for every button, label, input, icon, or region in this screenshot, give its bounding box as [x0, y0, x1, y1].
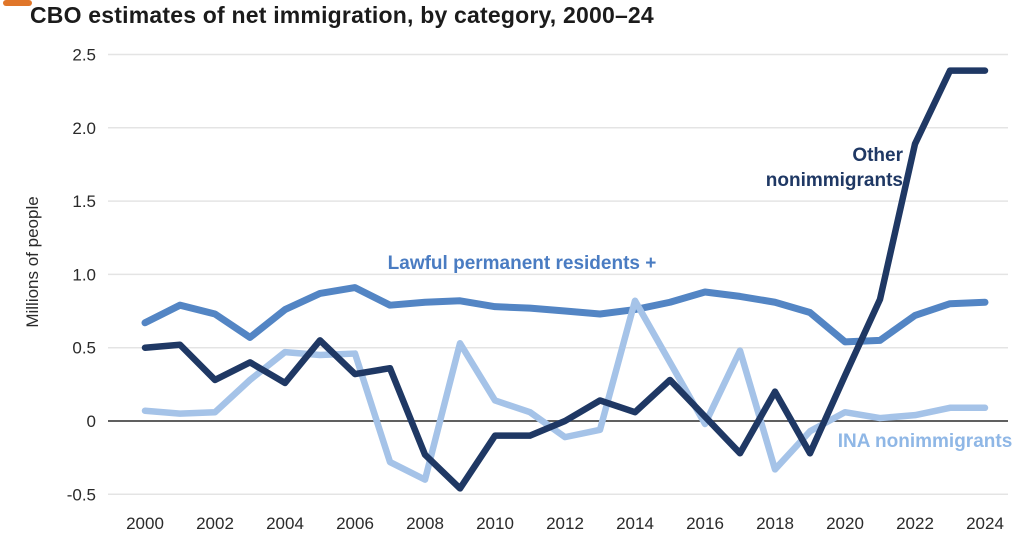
- x-tick-label: 2004: [266, 514, 304, 533]
- accent-dash: [3, 0, 32, 6]
- series-line-ina: [141, 297, 989, 483]
- x-tick-label: 2010: [476, 514, 514, 533]
- y-tick-label: 2.0: [72, 119, 96, 138]
- x-tick-label: 2020: [826, 514, 864, 533]
- y-tick-label: -0.5: [67, 485, 96, 504]
- x-tick-label: 2016: [686, 514, 724, 533]
- series-label-lpr: Lawful permanent residents +: [388, 253, 657, 274]
- series-label-ina: INA nonimmigrants: [838, 431, 1013, 452]
- y-tick-label: 1.0: [72, 265, 96, 284]
- x-tick-label: 2024: [966, 514, 1004, 533]
- x-tick-label: 2006: [336, 514, 374, 533]
- x-tick-label: 2002: [196, 514, 234, 533]
- series-line-lpr: [141, 284, 989, 346]
- chart-title: CBO estimates of net immigration, by cat…: [30, 2, 654, 28]
- series-line-other: [141, 67, 989, 492]
- series-label-other: nonimmigrants: [766, 170, 903, 191]
- y-tick-label: 0.5: [72, 339, 96, 358]
- x-tick-label: 2012: [546, 514, 584, 533]
- y-tick-label: 1.5: [72, 192, 96, 211]
- x-tick-label: 2008: [406, 514, 444, 533]
- x-tick-label: 2000: [126, 514, 164, 533]
- x-tick-label: 2022: [896, 514, 934, 533]
- y-tick-label: 0: [87, 412, 96, 431]
- series-label-other: Other: [852, 145, 903, 166]
- y-tick-label: 2.5: [72, 46, 96, 65]
- x-tick-label: 2018: [756, 514, 794, 533]
- y-axis-title: Millions of people: [23, 196, 42, 327]
- x-tick-label: 2014: [616, 514, 654, 533]
